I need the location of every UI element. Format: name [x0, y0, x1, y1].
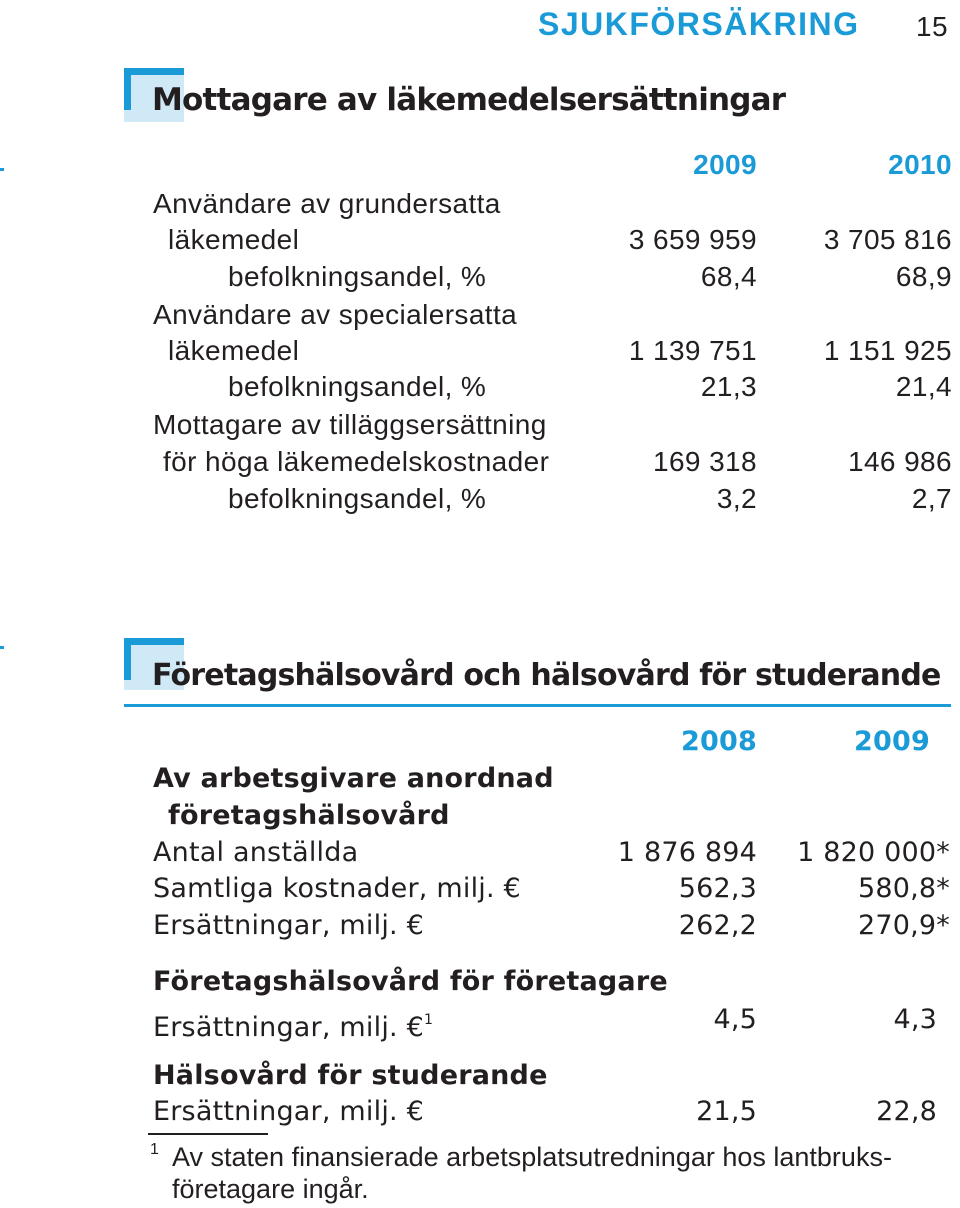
cell: 22,8: [876, 1096, 937, 1127]
row-label: Användare av grundersatta: [153, 188, 501, 219]
title-icon-bar: [124, 68, 131, 110]
column-header: 2009: [693, 149, 757, 180]
cell: 21,4: [895, 371, 952, 402]
column-header: 2008: [681, 726, 757, 757]
cell: 3 705 816: [823, 224, 952, 255]
title-icon-bar: [124, 638, 131, 680]
cell: 580,8*: [858, 873, 950, 904]
row-label: läkemedel: [168, 224, 300, 255]
cell: 3,2: [716, 483, 757, 514]
cell: 21,5: [696, 1096, 757, 1127]
cell: 68,9: [895, 261, 952, 292]
cell: 21,3: [700, 371, 757, 402]
cell: 4,5: [713, 1004, 757, 1035]
footnote-marker: 1: [150, 1141, 160, 1158]
row-label: befolkningsandel, %: [228, 371, 487, 402]
row-label: Antal anställda: [153, 837, 359, 868]
cell: 1 151 925: [823, 335, 952, 366]
table-title: Mottagare av läkemedelsersättningar: [152, 82, 786, 118]
footnote-text: Av staten finansierade arbetsplatsutredn…: [172, 1142, 892, 1172]
footnote-ref: 1: [423, 1012, 434, 1028]
cell: 262,2: [678, 910, 757, 941]
cell: 562,3: [678, 873, 757, 904]
row-label: Ersättningar, milj. €: [153, 1096, 424, 1127]
group-label: företagshälsovård: [168, 800, 450, 831]
group-label: Företagshälsovård för företagare: [153, 966, 668, 997]
section-title: SJUKFÖRSÄKRING: [538, 6, 860, 42]
row-label: Användare av specialersatta: [153, 299, 518, 330]
cell: 1 876 894: [617, 837, 757, 868]
cell: 1 139 751: [628, 335, 757, 366]
group-label: Hälsovård för studerande: [153, 1060, 548, 1091]
cell: 270,9*: [858, 910, 950, 941]
footnote-text: företagare ingår.: [172, 1174, 369, 1204]
row-label: Mottagare av tilläggsersättning: [153, 409, 547, 440]
column-header: 2010: [888, 149, 952, 180]
cell: 169 318: [652, 446, 757, 477]
cell: 2,7: [911, 483, 952, 514]
column-header: 2009: [854, 726, 930, 757]
cell: 146 986: [847, 446, 952, 477]
row-label: Ersättningar, milj. €: [153, 910, 424, 941]
title-icon: [124, 68, 184, 122]
cell: 68,4: [700, 261, 757, 292]
footnote-rule: [148, 1133, 268, 1135]
title-icon: [124, 638, 184, 690]
edge-mark: [0, 168, 4, 171]
row-label: befolkningsandel, %: [228, 483, 487, 514]
table-title: Företagshälsovård och hälsovård för stud…: [152, 658, 941, 693]
page-number: 15: [916, 11, 948, 42]
title-rule: [124, 704, 951, 707]
title-icon-bar: [124, 638, 184, 645]
row-label: befolkningsandel, %: [228, 261, 487, 292]
cell: 4,3: [893, 1004, 937, 1035]
cell: 3 659 959: [628, 224, 757, 255]
row-label: läkemedel: [168, 335, 300, 366]
row-label-text: Ersättningar, milj. €: [153, 1012, 424, 1043]
row-label: för höga läkemedelskostnader: [163, 446, 550, 477]
edge-mark: [0, 646, 4, 649]
group-label: Av arbetsgivare anordnad: [153, 763, 554, 794]
row-label: Samtliga kostnader, milj. €: [153, 873, 521, 904]
row-label: Ersättningar, milj. €1: [153, 1002, 433, 1046]
title-icon-bar: [124, 68, 184, 75]
cell: 1 820 000*: [797, 837, 950, 868]
